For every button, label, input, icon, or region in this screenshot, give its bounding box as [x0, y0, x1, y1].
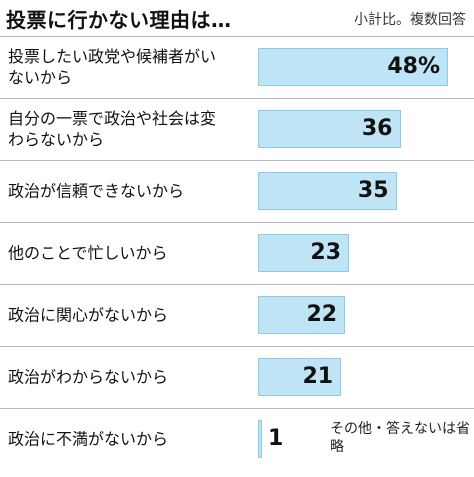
- value-label: 36: [361, 116, 393, 141]
- value-label: 22: [306, 302, 338, 327]
- row-separator: [0, 408, 474, 409]
- bar: [258, 358, 342, 396]
- row-separator: [0, 284, 474, 285]
- category-label: 他のことで忙しいから: [8, 243, 168, 263]
- value-label: 48%: [387, 54, 440, 79]
- category-row: 政治がわからないから 21: [0, 346, 474, 408]
- bar: [258, 234, 350, 272]
- row-separator: [0, 346, 474, 347]
- category-row: 政治が信頼できないから 35: [0, 160, 474, 222]
- chart-note: 小計比。複数回答: [354, 12, 466, 28]
- annotation: その他・答えないは省略: [330, 421, 470, 455]
- category-row: 自分の一票で政治や社会は変わらないから 36: [0, 98, 474, 160]
- bar: [258, 48, 448, 86]
- category-label: 政治がわからないから: [8, 367, 169, 387]
- bar: [258, 420, 262, 458]
- bar: [258, 110, 401, 148]
- category-label: 政治に不満がないから: [8, 429, 169, 449]
- category-row: 政治に関心がないから 22: [0, 284, 474, 346]
- category-label: 自分の一票で政治や社会は変わらないから: [8, 109, 217, 149]
- row-separator: [0, 160, 474, 161]
- bar: [258, 296, 346, 334]
- row-separator: [0, 36, 474, 37]
- category-label: 政治が信頼できないから: [8, 181, 185, 201]
- chart-title: 投票に行かない理由は…: [6, 8, 232, 32]
- category-label: 投票したい政党や候補者がいないから: [8, 47, 217, 87]
- row-separator: [0, 222, 474, 223]
- bar: [258, 172, 397, 210]
- category-row: 投票したい政党や候補者がいないから 48%: [0, 36, 474, 98]
- category-row: 他のことで忙しいから 23: [0, 222, 474, 284]
- value-label: 23: [310, 240, 342, 265]
- category-row: 政治に不満がないから 1: [0, 408, 474, 470]
- row-separator: [0, 98, 474, 99]
- category-label: 政治に関心がないから: [8, 305, 169, 325]
- value-label: 21: [302, 364, 334, 389]
- value-label: 35: [357, 178, 389, 203]
- value-label: 1: [267, 426, 284, 451]
